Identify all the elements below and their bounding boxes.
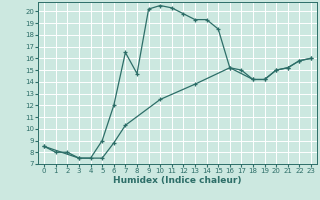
X-axis label: Humidex (Indice chaleur): Humidex (Indice chaleur) bbox=[113, 176, 242, 185]
